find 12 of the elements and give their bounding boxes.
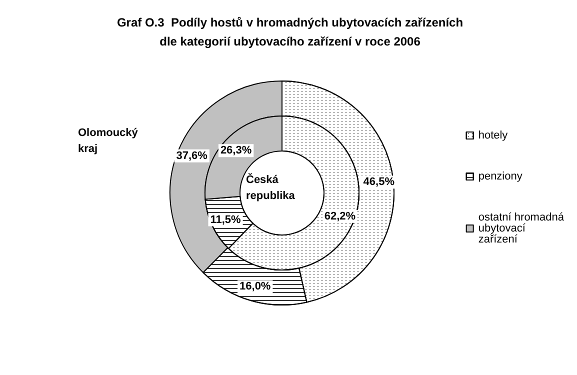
slice-label: Česká republika xyxy=(246,173,296,202)
legend-label: hotely xyxy=(478,130,508,142)
data-label: 11,5% xyxy=(210,214,242,226)
chart-title: Graf O.3 Podíly hostů v hromadných ubytovacích zařízeních dle kategorií ubytovacího zařízení v roce 2006 xyxy=(116,16,464,48)
slice-label: Olomoucký kraj xyxy=(78,127,139,155)
data-label: 26,3% xyxy=(220,144,252,157)
data-label: 46,5% xyxy=(363,176,395,188)
legend-label: penziony xyxy=(478,170,523,182)
legend-label: ostatní hromadná ubytovací zařízení xyxy=(478,212,568,246)
data-label: 37,6% xyxy=(176,150,208,162)
data-label: 16,0% xyxy=(240,280,271,293)
data-label: 62,2% xyxy=(324,210,356,222)
